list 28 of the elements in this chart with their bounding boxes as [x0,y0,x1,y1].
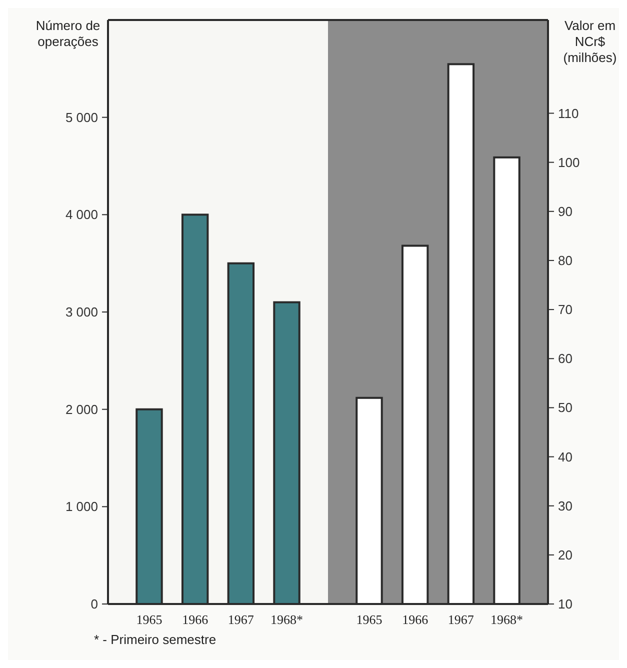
x-tick-label: 1968* [270,612,304,627]
text: * - Primeiro semestre [94,632,216,647]
y-tick-label: 0 [90,596,98,612]
y-tick-label: 80 [558,253,572,268]
x-tick-label: 1967 [228,612,254,627]
x-tick-label: 1965 [136,612,162,627]
x-tick-label: 1966 [402,612,429,627]
y-tick-label: 1 000 [65,499,98,514]
y-tick-label: 20 [558,547,572,562]
y-tick-label: 60 [558,351,572,366]
y-tick-label: 2 000 [65,402,98,417]
y-tick-label: 40 [558,449,572,464]
y-tick-label: 90 [558,204,572,219]
x-tick-label: 1966 [182,612,209,627]
y-tick-label: 110 [558,106,579,121]
y-tick-label: 3 000 [65,304,98,320]
y-tick-label: 4 000 [65,207,98,222]
x-tick-label: 1967 [448,612,474,627]
y-tick-label: 10 [558,596,572,612]
y-tick-label: 30 [558,498,572,514]
y-tick-label: 100 [558,154,580,170]
y-tick-label: 5 000 [65,110,98,125]
x-tick-label: 1968* [490,612,524,627]
y-tick-label: 70 [558,302,572,318]
y-axis-title: Número de operações [36,18,100,49]
x-tick-label: 1965 [356,612,382,627]
y-tick-label: 50 [558,400,572,416]
y-axis-title: Valor em NCr$ (milhões) [563,18,617,65]
